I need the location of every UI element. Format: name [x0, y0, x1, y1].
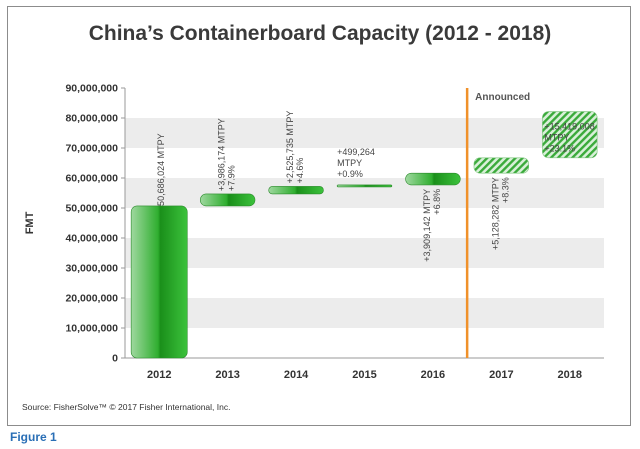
y-tick-label: 10,000,000 — [65, 323, 118, 335]
chart-title: China’s Containerboard Capacity (2012 - … — [88, 22, 552, 45]
data-label-line: MTPY — [544, 133, 569, 143]
source-note: Source: FisherSolve™ © 2017 Fisher Inter… — [22, 402, 231, 412]
x-tick-label: 2018 — [558, 369, 582, 381]
y-axis-title: FMT — [24, 211, 36, 234]
data-label-line: +0.9% — [337, 169, 363, 179]
data-label-line: +4.6% — [295, 158, 305, 184]
announced-label: Announced — [475, 92, 530, 103]
data-label-2016: +3,909,142 MTPY +6.8% — [422, 189, 442, 262]
data-label-2012: 50,686,024 MTPY — [156, 133, 166, 206]
x-tick-label: 2014 — [284, 369, 309, 381]
y-tick-label: 40,000,000 — [65, 233, 118, 245]
y-tick-label: 30,000,000 — [65, 263, 118, 275]
grid-band — [125, 118, 604, 148]
grid-band — [125, 88, 604, 118]
x-tick-label: 2016 — [421, 369, 445, 381]
y-tick-label: 20,000,000 — [65, 293, 118, 305]
x-tick-label: 2012 — [147, 369, 171, 381]
bar-2013 — [199, 193, 256, 207]
y-tick-label: 60,000,000 — [65, 173, 118, 185]
grid-band — [125, 208, 604, 238]
data-label-line: +3,986,174 MTPY — [217, 118, 227, 191]
data-label-2014: +2,525,735 MTPY +4.6% — [285, 111, 305, 184]
y-tick-label: 80,000,000 — [65, 113, 118, 125]
data-label-2017: +5,128,282 MTPY +8.3% — [490, 177, 510, 250]
data-label-line: +6.8% — [432, 189, 442, 215]
bar-2016 — [405, 172, 461, 186]
y-tick-label: 0 — [112, 353, 118, 365]
y-tick-label: 90,000,000 — [65, 83, 118, 95]
data-label-line: +23.1% — [544, 144, 575, 154]
x-tick-label: 2013 — [215, 369, 239, 381]
grid-band — [125, 268, 604, 298]
data-label-line: +2,525,735 MTPY — [285, 111, 295, 184]
grid-band — [125, 298, 604, 328]
bar-2015 — [336, 184, 393, 188]
y-tick-label: 70,000,000 — [65, 143, 118, 155]
bar-2018 — [542, 111, 598, 159]
data-label-line: 50,686,024 MTPY — [156, 133, 166, 206]
grid-band — [125, 178, 604, 208]
bar-2012 — [130, 205, 188, 359]
bar-2014 — [268, 186, 324, 195]
data-label-line: +15,419,008 — [544, 122, 594, 132]
grid-band — [125, 328, 604, 358]
grid-band — [125, 238, 604, 268]
data-label-line: +499,264 — [337, 147, 375, 157]
data-label-2013: +3,986,174 MTPY +7.9% — [217, 118, 237, 191]
x-tick-label: 2015 — [352, 369, 376, 381]
data-label-line: +7.9% — [227, 165, 237, 191]
data-label-line: +3,909,142 MTPY — [422, 189, 432, 262]
y-tick-label: 50,000,000 — [65, 203, 118, 215]
x-tick-label: 2017 — [489, 369, 513, 381]
bar-2017 — [473, 157, 530, 174]
data-label-line: +8.3% — [500, 177, 510, 203]
figure-caption: Figure 1 — [10, 430, 57, 444]
data-label-line: MTPY — [337, 158, 362, 168]
data-label-line: +5,128,282 MTPY — [490, 177, 500, 250]
